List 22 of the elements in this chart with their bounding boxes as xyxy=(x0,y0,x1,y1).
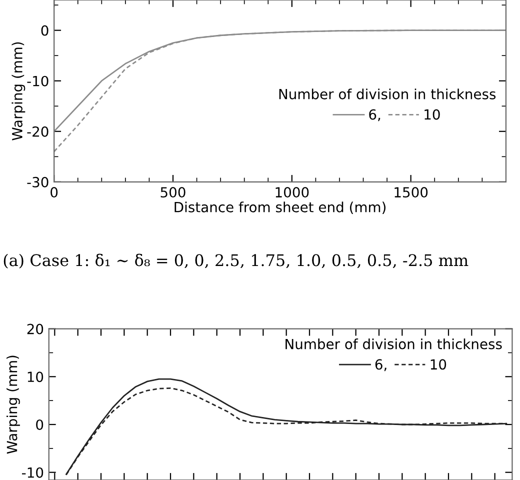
y-tick-label: 0 xyxy=(41,25,48,36)
legend-label: 10 xyxy=(424,109,440,120)
legend-label: 6, xyxy=(375,359,386,372)
x-tick-label: 0 xyxy=(50,187,58,198)
legend-title: Number of division in thickness xyxy=(279,88,496,100)
legend-label: 10 xyxy=(430,359,446,370)
text: (a) Case 1: δ₁ ~ δ₈ = 0, 0, 2.5, 1.75, 1.0, 0.5, 0.5, -2.5 mm xyxy=(4,254,468,268)
y-tick-label: -10 xyxy=(27,76,48,86)
y-axis-title: Warping (mm) xyxy=(6,356,20,454)
y-tick-label: 20 xyxy=(27,324,44,334)
legend-label: 6, xyxy=(369,109,380,122)
x-tick-label: 1500 xyxy=(394,187,428,198)
y-tick-label: -30 xyxy=(27,176,48,188)
y-axis-title: Warping (mm) xyxy=(12,42,26,140)
y-tick-label: -10 xyxy=(22,467,44,478)
y-tick-label: -20 xyxy=(27,126,48,137)
y-tick-label: 0 xyxy=(36,419,44,430)
y-tick-label: 10 xyxy=(28,372,44,382)
x-tick-label: 500 xyxy=(160,187,186,198)
x-axis-title: Distance from sheet end (mm) xyxy=(174,202,386,214)
x-tick-label: 1000 xyxy=(276,187,309,198)
legend-title: Number of division in thickness xyxy=(286,338,502,350)
